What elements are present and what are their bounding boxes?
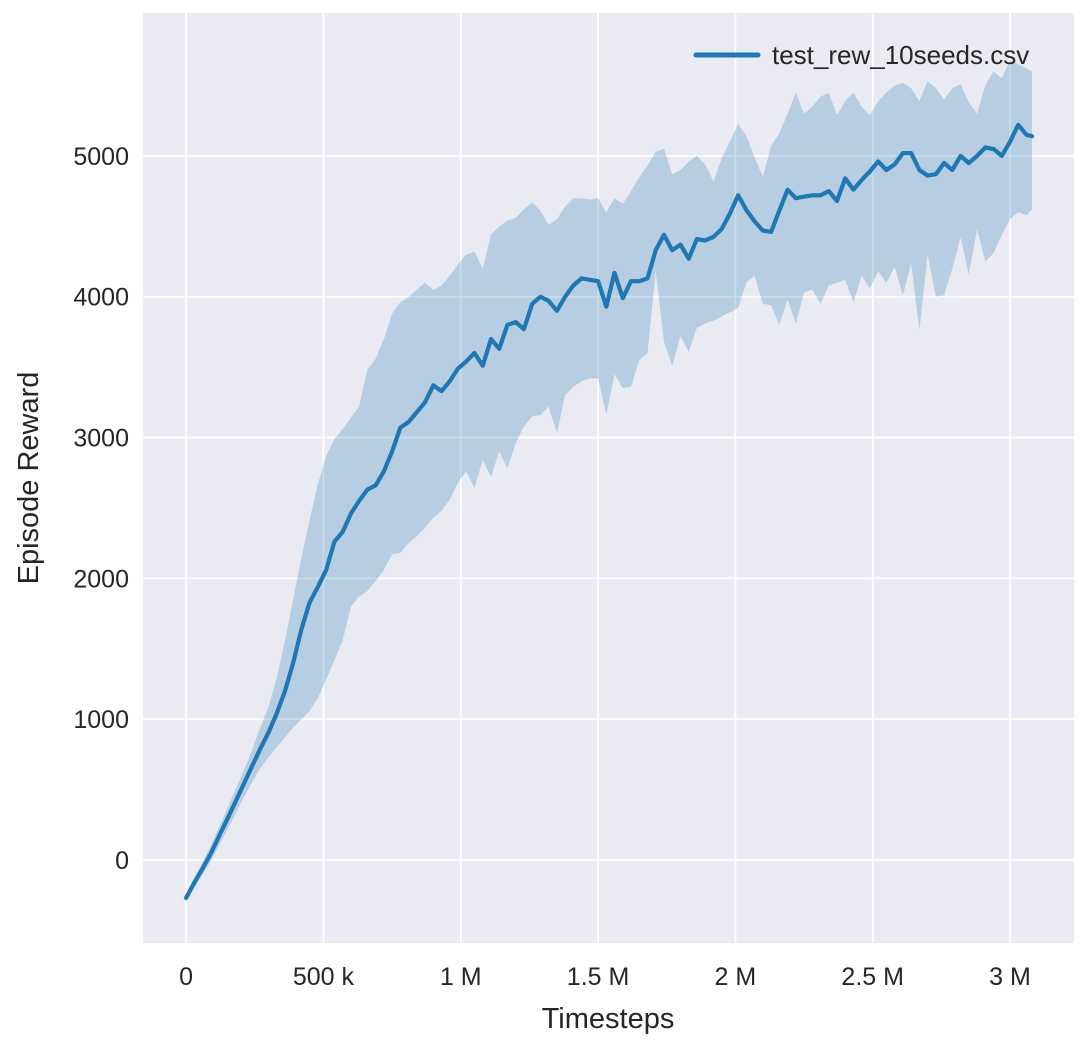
y-tick-label: 3000 — [73, 425, 129, 453]
x-tick-label: 2.5 M — [841, 963, 904, 991]
legend-label: test_rew_10seeds.csv — [772, 40, 1029, 70]
series-line-layer — [184, 122, 1035, 901]
x-tick-label: 3 M — [989, 963, 1031, 991]
x-tick-label: 0 — [179, 963, 193, 991]
y-tick-label: 5000 — [73, 143, 129, 171]
x-tick-label: 2 M — [715, 963, 757, 991]
legend: test_rew_10seeds.csv — [693, 40, 1029, 70]
y-axis-label: Episode Reward — [13, 372, 45, 585]
x-axis-label: Timesteps — [542, 1003, 675, 1035]
x-tick-labels: 0 500 k 1 M 1.5 M 2 M 2.5 M 3 M — [179, 963, 1031, 991]
x-tick-label: 1 M — [440, 963, 482, 991]
mean-reward-line — [184, 122, 1035, 901]
confidence-band-layer — [186, 60, 1033, 903]
y-tick-label: 4000 — [73, 284, 129, 312]
y-tick-label: 2000 — [73, 565, 129, 593]
x-tick-label: 1.5 M — [567, 963, 630, 991]
y-tick-label: 1000 — [73, 706, 129, 734]
y-tick-labels: 0 1000 2000 3000 4000 5000 — [73, 143, 129, 875]
x-tick-label: 500 k — [293, 963, 355, 991]
confidence-band — [186, 60, 1033, 903]
y-tick-label: 0 — [115, 847, 129, 875]
grid-lines — [143, 13, 1074, 943]
